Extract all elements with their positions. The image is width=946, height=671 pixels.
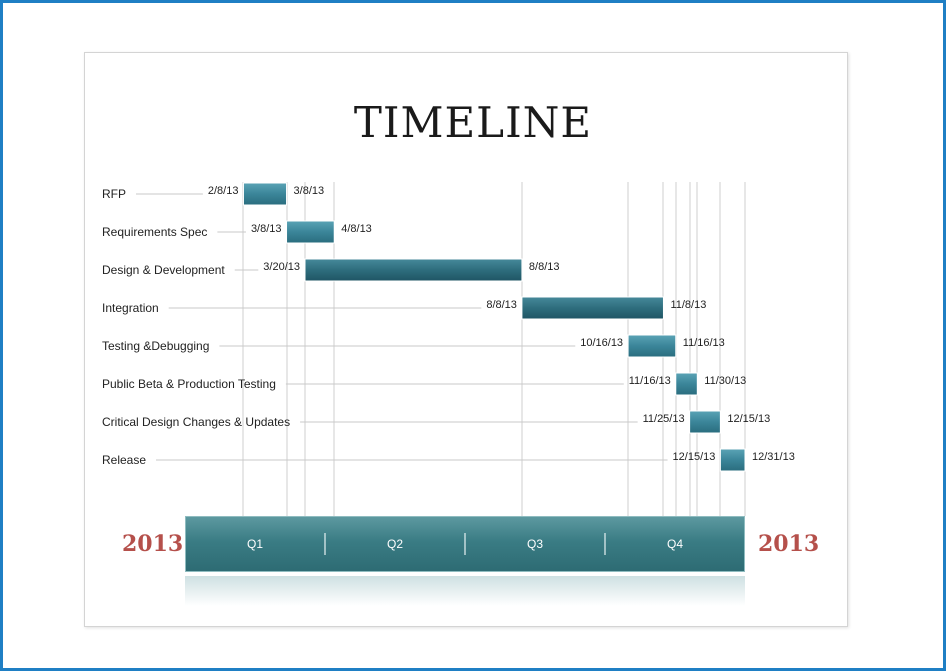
task-start-date: 11/25/13 <box>643 413 685 425</box>
quarter-label: Q2 <box>387 537 403 551</box>
task-end-date: 8/8/13 <box>529 261 560 273</box>
page-title: TIMELINE <box>353 98 593 147</box>
task-bar <box>286 220 335 244</box>
task-start-date: 3/8/13 <box>251 223 282 235</box>
task-label: Design & Development <box>102 263 225 277</box>
task-start-date: 11/16/13 <box>629 375 671 387</box>
quarter-label: Q4 <box>667 537 683 551</box>
task-label: Testing &Debugging <box>102 339 209 353</box>
task-start-date: 2/8/13 <box>208 185 239 197</box>
task-start-date: 10/16/13 <box>580 337 623 349</box>
quarter-label: Q3 <box>527 537 543 551</box>
task-label: Release <box>102 453 146 467</box>
task-start-date: 8/8/13 <box>486 299 517 311</box>
quarter-axis: Q1 Q2 Q3 Q4 <box>185 516 745 606</box>
task-end-date: 11/8/13 <box>670 299 706 311</box>
task-end-date: 4/8/13 <box>341 223 372 235</box>
task-bar <box>304 258 523 282</box>
task-end-date: 12/31/13 <box>752 451 795 463</box>
task-label: Public Beta & Production Testing <box>102 377 276 391</box>
task-end-date: 11/30/13 <box>704 375 746 387</box>
task-start-date: 12/15/13 <box>673 451 716 463</box>
task-end-date: 12/15/13 <box>727 413 770 425</box>
task-end-date: 3/8/13 <box>294 185 325 197</box>
task-label: RFP <box>102 187 126 201</box>
task-bar <box>719 448 746 472</box>
year-label-left: 2013 <box>122 531 184 557</box>
task-end-date: 11/16/13 <box>683 337 725 349</box>
task-label: Integration <box>102 301 159 315</box>
task-rows: RFP 2/8/13 3/8/13 Requirements Spec 3/8/13 4/… <box>102 182 795 472</box>
task-bar <box>242 182 288 206</box>
task-bar <box>627 334 677 358</box>
task-start-date: 3/20/13 <box>263 261 300 273</box>
task-label: Requirements Spec <box>102 225 207 239</box>
task-bar <box>689 410 721 434</box>
task-bar <box>675 372 698 396</box>
quarter-label: Q1 <box>247 537 263 551</box>
task-bar <box>521 296 664 320</box>
axis-reflection <box>185 576 745 606</box>
year-label-right: 2013 <box>758 531 820 557</box>
task-label: Critical Design Changes & Updates <box>102 415 290 429</box>
quarter-axis-bevel <box>185 516 745 572</box>
